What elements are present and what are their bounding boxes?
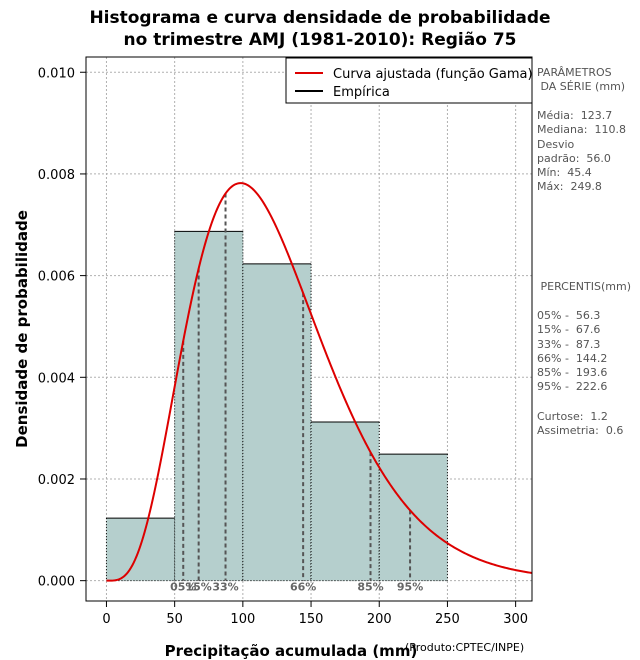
legend-label-1: Empírica: [333, 85, 390, 100]
percentil-line-3: 66% - 144.2: [537, 351, 608, 365]
params-title-line-1: PARÂMETROS: [537, 66, 612, 79]
percentile-label-2: 33%: [212, 581, 238, 594]
y-tick-label-3: 0.006: [38, 270, 75, 285]
percentile-label-3: 66%: [290, 581, 316, 594]
histogram-bar-1: [174, 231, 243, 581]
x-tick-label-6: 300: [503, 612, 528, 627]
stat-line-0: Média: 123.7: [537, 109, 613, 122]
percentile-label-4: 85%: [357, 581, 383, 594]
product-credit: (Produto:CPTEC/INPE): [405, 641, 525, 654]
histogram-bar-3: [311, 422, 380, 581]
stat-line-3: padrão: 56.0: [537, 151, 611, 165]
percentis-list: 05% - 56.3 15% - 67.6 33% - 87.3 66% - 144.…: [537, 309, 607, 395]
y-tick-label-2: 0.004: [38, 371, 75, 386]
percentil-line-0: 05% - 56.3: [537, 309, 601, 322]
stat-line-2: Desvio: [537, 137, 575, 151]
params-title-line-2: DA SÉRIE (mm): [537, 80, 626, 94]
params-title: PARÂMETROS DA SÉRIE (mm): [537, 66, 625, 95]
percentile-label-0: 05%: [170, 581, 196, 594]
shape-line-0: Curtose: 1.2: [537, 410, 608, 423]
histogram-bar-0: [106, 518, 175, 581]
percentis-title: PERCENTIS(mm): [537, 280, 631, 293]
percentil-line-4: 85% - 193.6: [537, 366, 608, 380]
histogram-bar-2: [242, 263, 312, 581]
y-tick-label-0: 0.000: [38, 575, 75, 590]
y-tick-label-5: 0.010: [38, 66, 75, 81]
legend-box: [285, 57, 533, 104]
x-tick-label-2: 100: [230, 612, 255, 627]
stat-line-5: Máx: 249.8: [537, 180, 602, 194]
percentile-label-1: 15%: [185, 581, 211, 594]
y-axis-label: Densidade de probabilidade: [13, 210, 31, 448]
stat-line-1: Mediana: 110.8: [537, 123, 626, 137]
shape-line-1: Assimetria: 0.6: [537, 424, 624, 438]
histogram-bar-4: [379, 454, 448, 581]
percentile-label-5: 95%: [397, 581, 423, 594]
y-tick-label-4: 0.008: [38, 168, 75, 183]
percentil-line-5: 95% - 222.6: [537, 380, 608, 394]
legend-label-0: Curva ajustada (função Gama): [333, 67, 533, 82]
stat-line-4: Mín: 45.4: [537, 166, 592, 180]
x-tick-label-0: 0: [102, 612, 110, 627]
x-axis-label: Precipitação acumulada (mm): [165, 642, 418, 660]
percentil-line-1: 15% - 67.6: [537, 323, 601, 337]
y-tick-label-1: 0.002: [38, 473, 75, 488]
x-tick-label-3: 150: [299, 612, 324, 627]
gamma-fit-curve: [106, 182, 532, 582]
chart-title-line-1: Histograma e curva densidade de probabil…: [89, 8, 551, 28]
shape-stats-list: Curtose: 1.2 Assimetria: 0.6: [537, 410, 623, 439]
x-tick-label-1: 50: [166, 612, 183, 627]
stats-list: Média: 123.7 Mediana: 110.8 Desvio padrão: …: [537, 109, 626, 195]
plot-frame: [85, 56, 533, 602]
percentil-line-2: 33% - 87.3: [537, 337, 601, 351]
x-tick-label-4: 200: [367, 612, 392, 627]
chart-title-line-2: no trimestre AMJ (1981-2010): Região 75: [123, 30, 517, 50]
x-tick-label-5: 250: [435, 612, 460, 627]
